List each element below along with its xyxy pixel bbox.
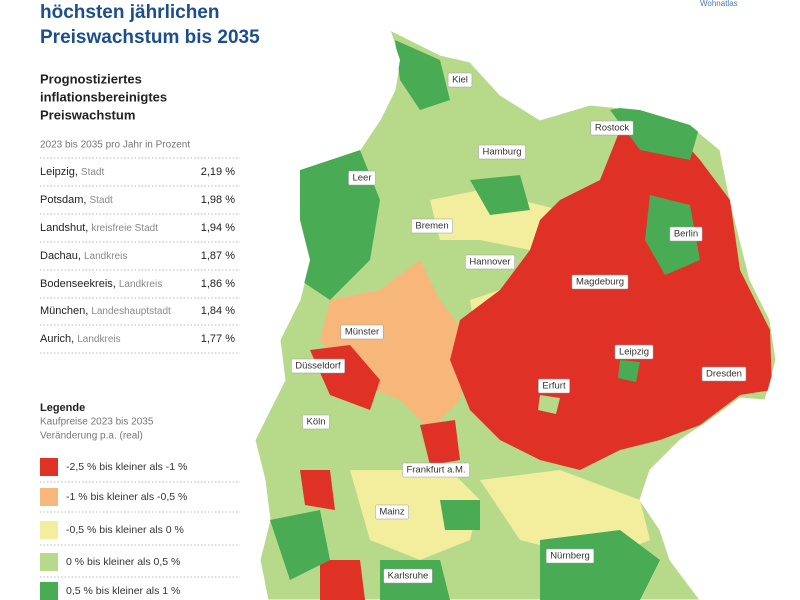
city-labels: Kiel Rostock Hamburg Leer Bremen Berlin Hannov… xyxy=(291,72,747,584)
row-value: 2,19 % xyxy=(201,166,235,178)
city-box xyxy=(571,274,629,290)
row-value: 1,77 % xyxy=(201,333,235,345)
city-box xyxy=(375,504,409,520)
city-box xyxy=(291,358,345,374)
city-box xyxy=(447,72,473,88)
place-type: Landkreis xyxy=(77,334,120,345)
title-line: höchsten jährlichen xyxy=(40,2,219,23)
legend: -2,5 % bis kleiner als -1 % -1 % bis klei… xyxy=(40,458,240,600)
city-box xyxy=(545,548,595,564)
legend-title: Legende xyxy=(40,402,85,414)
city-label: Hannover xyxy=(469,257,510,268)
legend-swatch xyxy=(40,488,58,506)
city-label: Erfurt xyxy=(542,381,566,392)
city-box xyxy=(302,414,330,430)
place-type: kreisfreie Stadt xyxy=(91,223,158,234)
city-label: Magdeburg xyxy=(576,277,624,288)
place: Leipzig, xyxy=(40,166,78,178)
place: Potsdam, xyxy=(40,194,86,206)
row-value: 1,98 % xyxy=(201,194,235,206)
place-type: Landkreis xyxy=(119,279,162,290)
legend-label: 0,5 % bis kleiner als 1 % xyxy=(66,585,180,597)
row-name: Aurich, Landkreis xyxy=(40,333,121,345)
city-box xyxy=(411,218,453,234)
place: Aurich, xyxy=(40,333,74,345)
city-label: Münster xyxy=(345,327,379,338)
place: München, xyxy=(40,305,88,317)
title-line: Preiswachstum bis 2035 xyxy=(40,27,260,48)
city-label: Köln xyxy=(306,417,325,428)
legend-swatch xyxy=(40,553,58,571)
city-label: Düsseldorf xyxy=(295,361,341,372)
city-box xyxy=(590,120,634,136)
legend-label: -0,5 % bis kleiner als 0 % xyxy=(66,524,184,536)
place: Dachau, xyxy=(40,250,81,262)
city-label: Karlsruhe xyxy=(388,571,429,582)
source: Wohnatlas xyxy=(700,0,738,8)
city-box xyxy=(340,324,384,340)
city-label: Rostock xyxy=(595,123,630,134)
place-type: Stadt xyxy=(81,167,105,178)
table-heading: Preiswachstum xyxy=(40,107,135,122)
city-box xyxy=(465,254,515,270)
row-name: Leipzig, Stadt xyxy=(40,166,104,178)
city-box xyxy=(701,366,747,382)
map xyxy=(254,29,777,600)
row-name: München, Landeshauptstadt xyxy=(40,305,171,317)
city-label: Mainz xyxy=(379,507,405,518)
city-label: Hamburg xyxy=(482,147,521,158)
city-box xyxy=(478,144,526,160)
city-box xyxy=(614,344,654,360)
row-value: 1,84 % xyxy=(201,305,235,317)
legend-label: 0 % bis kleiner als 0,5 % xyxy=(66,556,180,568)
row-value: 1,86 % xyxy=(201,278,235,290)
city-box xyxy=(669,226,703,242)
city-label: Kiel xyxy=(452,75,468,86)
place: Landshut, xyxy=(40,222,88,234)
table-heading: inflationsbereinigtes xyxy=(40,89,167,104)
table-unit: 2023 bis 2035 pro Jahr in Prozent xyxy=(40,140,190,151)
city-label: Dresden xyxy=(706,369,742,380)
legend-subtitle: Kaufpreise 2023 bis 2035 xyxy=(40,417,154,428)
legend-swatch xyxy=(40,582,58,600)
row-value: 1,87 % xyxy=(201,250,235,262)
place-type: Stadt xyxy=(89,195,113,206)
city-label: Leipzig xyxy=(619,347,649,358)
city-box xyxy=(538,378,570,394)
legend-label: -2,5 % bis kleiner als -1 % xyxy=(66,461,187,473)
row-name: Bodenseekreis, Landkreis xyxy=(40,278,162,290)
row-name: Potsdam, Stadt xyxy=(40,194,113,206)
city-label: Frankfurt a.M. xyxy=(406,465,465,476)
city-label: Bremen xyxy=(415,221,448,232)
row-name: Landshut, kreisfreie Stadt xyxy=(40,222,158,234)
legend-swatch xyxy=(40,521,58,539)
row-value: 1,94 % xyxy=(201,222,235,234)
legend-swatch xyxy=(40,458,58,476)
city-label: Leer xyxy=(352,173,371,184)
city-box xyxy=(383,568,433,584)
place-type: Landeshauptstadt xyxy=(91,306,171,317)
table: Leipzig, Stadt 2,19 %Potsdam, Stadt 1,98 %La… xyxy=(40,157,240,354)
city-box xyxy=(402,462,470,478)
city-box xyxy=(348,170,376,186)
place-type: Landkreis xyxy=(84,251,127,262)
place: Bodenseekreis, xyxy=(40,278,116,290)
table-heading: Prognostiziertes xyxy=(40,71,142,86)
city-label: Berlin xyxy=(674,229,698,240)
legend-label: -1 % bis kleiner als -0,5 % xyxy=(66,491,187,503)
city-label: Nürnberg xyxy=(550,551,590,562)
row-name: Dachau, Landkreis xyxy=(40,250,127,262)
legend-subtitle: Veränderung p.a. (real) xyxy=(40,431,143,442)
